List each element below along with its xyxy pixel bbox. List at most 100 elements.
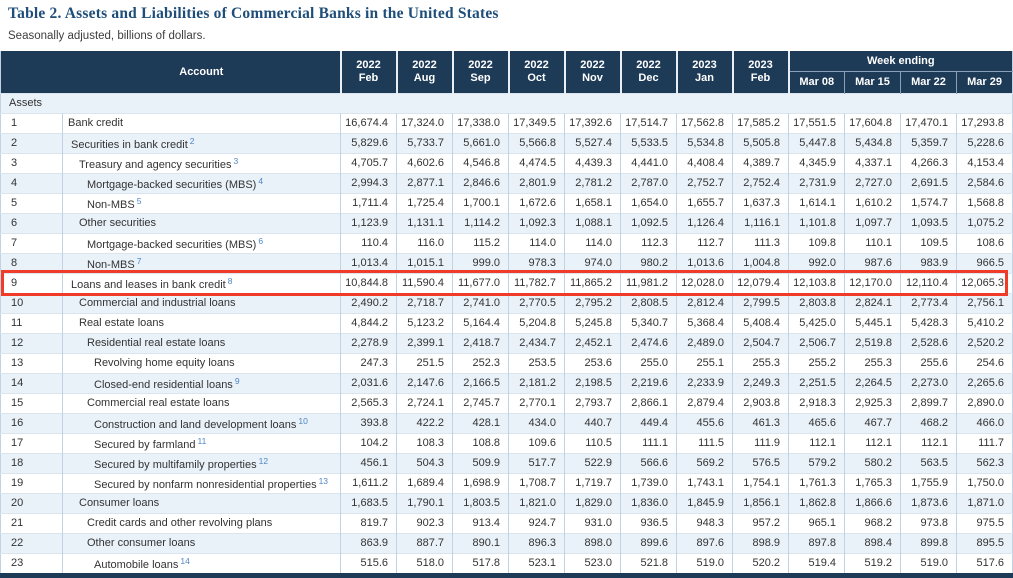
value-cell: 2,795.2: [564, 292, 621, 313]
value-cell: 393.8: [340, 412, 397, 433]
account-cell: Commercial and industrial loans: [62, 292, 341, 313]
section-label: Assets: [0, 92, 1013, 113]
row-number-cell: 21: [0, 512, 63, 533]
table-header: Account 2022 Feb 2022 Aug 2022 Sep 2022 Oct 2022…: [0, 51, 1013, 93]
value-cell: 1,829.0: [564, 492, 621, 513]
value-cell: 5,368.4: [676, 312, 733, 333]
value-cell: 2,264.5: [844, 372, 901, 393]
row-number-cell: 14: [0, 372, 63, 393]
section-row-assets: Assets: [0, 92, 1013, 113]
value-cell: 5,164.4: [452, 312, 509, 333]
value-cell: 1,568.8: [956, 192, 1013, 213]
value-cell: 2,803.8: [788, 292, 845, 313]
value-cell: 569.2: [676, 452, 733, 473]
value-cell: 2,031.6: [340, 372, 397, 393]
value-cell: 2,770.5: [508, 292, 565, 313]
footnote-superscript: 6: [258, 235, 264, 246]
table-row-23: 23 Automobile loans 14 515.6 518.0 517.8 523.1…: [0, 552, 1013, 573]
value-cell: 17,585.2: [732, 112, 789, 133]
value-cell: 112.3: [620, 232, 677, 253]
account-cell: Secured by multifamily properties 12: [62, 452, 341, 473]
value-cell: 4,408.4: [676, 152, 733, 173]
account-cell: Loans and leases in bank credit 8: [62, 272, 341, 293]
value-cell: 12,028.0: [676, 272, 733, 293]
value-cell: 2,251.5: [788, 372, 845, 393]
value-cell: 253.6: [564, 352, 621, 373]
value-cell: 2,278.9: [340, 332, 397, 353]
value-cell: 17,562.8: [676, 112, 733, 133]
value-cell: 1,754.1: [732, 472, 789, 493]
value-cell: 968.2: [844, 512, 901, 533]
value-cell: 1,755.9: [900, 472, 957, 493]
column-header-2022-sep: 2022 Sep: [451, 51, 509, 93]
value-cell: 563.5: [900, 452, 957, 473]
value-cell: 1,101.8: [788, 212, 845, 233]
account-cell: Mortgage-backed securities (MBS) 4: [62, 172, 341, 193]
footnote-superscript: 12: [258, 455, 269, 466]
value-cell: 5,425.0: [788, 312, 845, 333]
value-cell: 999.0: [452, 252, 509, 273]
value-cell: 2,808.5: [620, 292, 677, 313]
value-cell: 1,097.7: [844, 212, 901, 233]
value-cell: 2,770.1: [508, 392, 565, 413]
value-cell: 5,204.8: [508, 312, 565, 333]
row-number-cell: 11: [0, 312, 63, 333]
value-cell: 973.8: [900, 512, 957, 533]
value-cell: 931.0: [564, 512, 621, 533]
value-cell: 111.9: [732, 432, 789, 453]
value-cell: 5,428.3: [900, 312, 957, 333]
value-cell: 1,075.2: [956, 212, 1013, 233]
value-cell: 17,392.6: [564, 112, 621, 133]
value-cell: 1,004.8: [732, 252, 789, 273]
value-cell: 1,765.3: [844, 472, 901, 493]
value-cell: 957.2: [732, 512, 789, 533]
value-cell: 519.0: [900, 552, 957, 573]
value-cell: 975.5: [956, 512, 1013, 533]
row-number-cell: 12: [0, 332, 63, 353]
value-cell: 112.1: [844, 432, 901, 453]
value-cell: 5,661.0: [452, 132, 509, 153]
value-cell: 4,153.4: [956, 152, 1013, 173]
column-header-week-mar-15: Mar 15: [844, 71, 901, 93]
value-cell: 4,441.0: [620, 152, 677, 173]
value-cell: 108.6: [956, 232, 1013, 253]
account-cell: Closed-end residential loans 9: [62, 372, 341, 393]
table-row-20: 20 Consumer loans 1,683.5 1,790.1 1,803.5 1,8…: [0, 492, 1013, 513]
value-cell: 17,470.1: [900, 112, 957, 133]
value-cell: 1,856.1: [732, 492, 789, 513]
account-cell: Mortgage-backed securities (MBS) 6: [62, 232, 341, 253]
value-cell: 1,719.7: [564, 472, 621, 493]
row-number-cell: 23: [0, 552, 63, 573]
value-cell: 428.1: [452, 412, 509, 433]
value-cell: 2,752.4: [732, 172, 789, 193]
value-cell: 896.3: [508, 532, 565, 553]
account-cell: Real estate loans: [62, 312, 341, 333]
value-cell: 11,981.2: [620, 272, 677, 293]
value-cell: 17,514.7: [620, 112, 677, 133]
value-cell: 517.6: [956, 552, 1013, 573]
row-number-cell: 15: [0, 392, 63, 413]
row-number-cell: 22: [0, 532, 63, 553]
column-header-week-mar-22: Mar 22: [900, 71, 957, 93]
table-row-12: 12 Residential real estate loans 2,278.9 2,…: [0, 332, 1013, 353]
value-cell: 579.2: [788, 452, 845, 473]
account-cell: Consumer loans: [62, 492, 341, 513]
value-cell: 566.6: [620, 452, 677, 473]
value-cell: 517.8: [452, 552, 509, 573]
value-cell: 247.3: [340, 352, 397, 373]
value-cell: 518.0: [396, 552, 453, 573]
footnote-superscript: 4: [258, 175, 264, 186]
value-cell: 255.2: [788, 352, 845, 373]
value-cell: 1,015.1: [396, 252, 453, 273]
value-cell: 2,273.0: [900, 372, 957, 393]
footnote-superscript: 2: [189, 135, 195, 146]
value-cell: 1,790.1: [396, 492, 453, 513]
value-cell: 2,506.7: [788, 332, 845, 353]
column-header-2022-nov: 2022 Nov: [563, 51, 621, 93]
value-cell: 5,733.7: [396, 132, 453, 153]
row-number-cell: 7: [0, 232, 63, 253]
row-number-cell: 18: [0, 452, 63, 473]
value-cell: 2,745.7: [452, 392, 509, 413]
table-row-1: 1 Bank credit 16,674.4 17,324.0 17,338.0 17,3…: [0, 112, 1013, 133]
value-cell: 580.2: [844, 452, 901, 473]
